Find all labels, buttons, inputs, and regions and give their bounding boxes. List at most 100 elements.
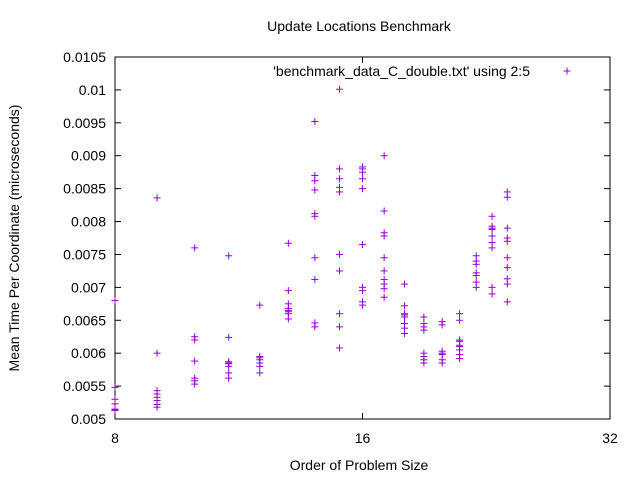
data-point [111,395,119,403]
data-point [472,252,480,260]
data-point [335,250,343,258]
data-point [311,171,319,179]
data-point [488,212,496,220]
data-point [311,210,319,218]
data-points [111,85,511,414]
data-point [153,194,161,202]
data-point [420,320,428,328]
data-point [488,290,496,298]
data-point [311,254,319,262]
data-point [256,301,264,309]
data-point [380,207,388,215]
data-point [401,302,409,310]
y-tick-label: 0.0095 [63,115,106,131]
data-point [401,310,409,318]
data-point [472,269,480,277]
data-point [359,241,366,249]
data-point [380,254,388,262]
data-point [503,234,511,242]
data-point [335,310,343,318]
y-tick-label: 0.0055 [63,378,106,394]
data-point [420,313,428,321]
data-point [503,254,511,262]
data-point [503,264,511,272]
y-tick-label: 0.005 [71,411,106,427]
data-point [401,280,409,288]
data-point [225,358,233,366]
data-point [456,336,464,344]
data-point [488,239,496,247]
y-tick-label: 0.006 [71,345,106,361]
x-axis-title: Order of Problem Size [290,457,429,473]
data-point [153,387,161,395]
data-point [359,175,366,183]
data-point [503,275,511,283]
data-point [359,283,366,291]
data-point [111,297,119,305]
data-point [284,239,292,247]
data-point [311,186,319,194]
data-point [488,232,496,240]
data-point [335,323,343,331]
y-tick-label: 0.007 [71,279,106,295]
y-tick-label: 0.009 [71,148,106,164]
data-point [472,278,480,286]
chart-title: Update Locations Benchmark [267,18,452,34]
data-point [284,300,292,308]
data-point [335,85,343,93]
data-point [335,165,343,173]
data-point [335,344,343,352]
data-point [503,188,511,196]
y-tick-label: 0.008 [71,214,106,230]
data-point [311,275,319,283]
data-point [438,347,446,355]
x-tick-label: 16 [355,430,371,446]
data-point [335,267,343,275]
data-point [488,222,496,230]
x-axis: 8 16 32 [111,57,618,446]
data-point [311,118,319,126]
data-point [380,152,388,160]
x-tick-label: 8 [111,430,119,446]
y-tick-label: 0.0105 [63,49,106,65]
data-point [256,352,264,360]
y-tick-label: 0.0075 [63,246,106,262]
data-point [380,293,388,301]
data-point [380,229,388,237]
data-point [191,357,199,365]
data-point [225,252,233,260]
legend-marker [563,67,571,75]
data-point [401,320,409,328]
legend: 'benchmark_data_C_double.txt' using 2:5 [273,63,571,79]
data-point [420,349,428,357]
y-axis: 0.005 0.0055 0.006 0.0065 0.007 0.0075 0.008 0.… [63,49,610,427]
data-point [503,298,511,306]
y-tick-label: 0.01 [79,82,106,98]
data-point [456,310,464,318]
data-point [503,224,511,232]
data-point [225,369,233,377]
y-tick-label: 0.0085 [63,181,106,197]
data-point [191,244,199,252]
data-point [111,383,119,391]
data-point [191,374,199,382]
data-point [488,283,496,291]
data-point [359,163,366,171]
plot-frame [114,56,611,420]
y-tick-label: 0.0065 [63,312,106,328]
data-point [359,185,366,193]
data-point [335,183,343,191]
data-point [359,298,366,306]
x-tick-label: 32 [602,430,618,446]
data-point [335,175,343,183]
data-point [153,349,161,357]
legend-label: 'benchmark_data_C_double.txt' using 2:5 [273,63,530,79]
data-point [311,319,319,327]
data-point [191,333,199,341]
data-point [256,369,264,377]
data-point [380,275,388,283]
data-point [225,333,233,341]
data-point [456,316,464,324]
y-axis-title: Mean Time Per Coordinate (microseconds) [6,105,22,372]
